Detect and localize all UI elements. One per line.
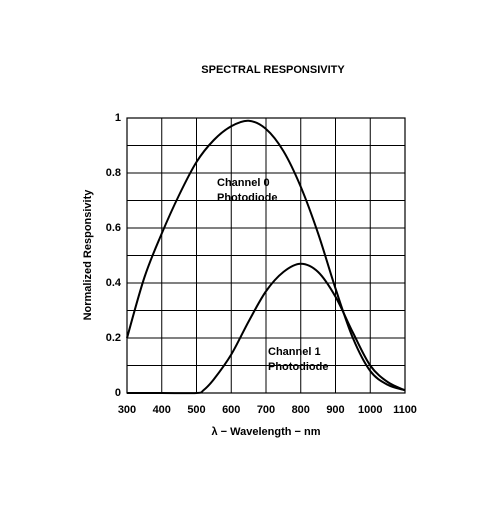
series-line bbox=[127, 262, 406, 395]
series-label: Photodiode bbox=[217, 192, 278, 204]
y-tick-label: 0 bbox=[115, 387, 121, 399]
y-tick-label: 1 bbox=[115, 112, 121, 124]
x-tick-label: 300 bbox=[118, 404, 136, 416]
y-tick-label: 0.8 bbox=[106, 167, 121, 179]
x-tick-label: 500 bbox=[187, 404, 205, 416]
x-tick-label: 1100 bbox=[393, 404, 417, 416]
y-axis-label: Normalized Responsivity bbox=[82, 189, 94, 321]
x-tick-label: 1000 bbox=[358, 404, 382, 416]
x-tick-label: 600 bbox=[222, 404, 240, 416]
series-label: Photodiode bbox=[268, 361, 329, 373]
series-label: Channel 1 bbox=[268, 346, 321, 358]
y-tick-label: 0.6 bbox=[106, 222, 121, 234]
x-tick-label: 700 bbox=[257, 404, 275, 416]
plot-frame bbox=[126, 117, 406, 394]
y-tick-label: 0.2 bbox=[106, 332, 121, 344]
x-tick-label: 800 bbox=[292, 404, 310, 416]
chart-title: SPECTRAL RESPONSIVITY bbox=[201, 64, 345, 76]
series-label: Channel 0 bbox=[217, 177, 270, 189]
y-tick-label: 0.4 bbox=[106, 277, 122, 289]
x-axis-label: λ − Wavelength − nm bbox=[211, 426, 320, 438]
x-tick-label: 900 bbox=[326, 404, 344, 416]
x-tick-label: 400 bbox=[153, 404, 171, 416]
series-line bbox=[126, 119, 406, 392]
